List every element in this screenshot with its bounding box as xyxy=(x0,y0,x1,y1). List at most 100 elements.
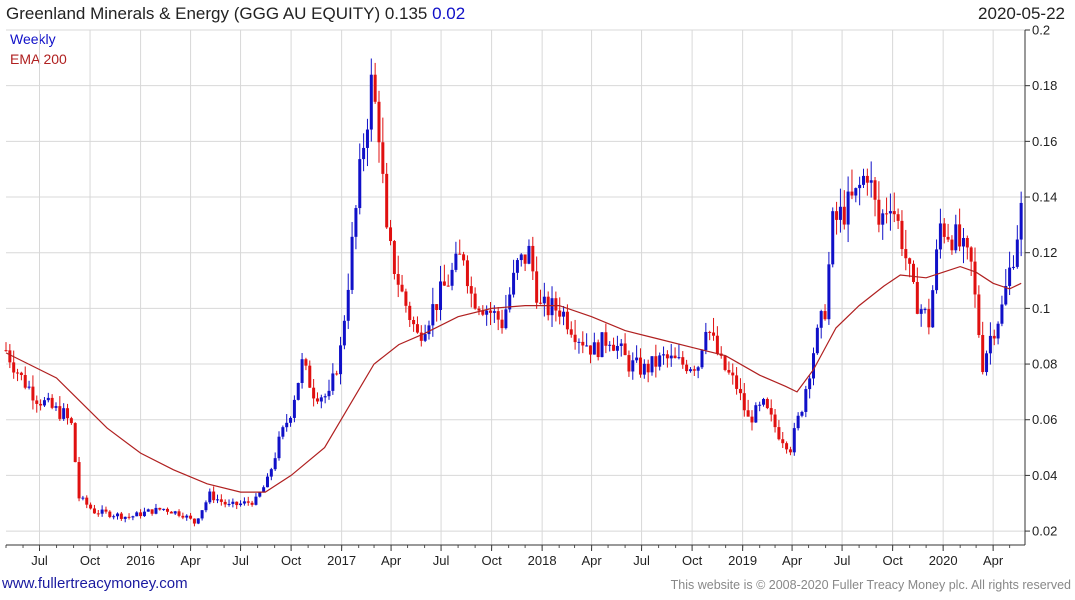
x-tick-label: Jul xyxy=(834,553,851,568)
candle-body xyxy=(285,422,289,428)
candle-body xyxy=(377,101,381,143)
candle-body xyxy=(973,261,977,295)
candle-body xyxy=(800,411,804,416)
candle-body xyxy=(508,294,512,310)
candle-body xyxy=(754,405,758,423)
candle-body xyxy=(665,354,669,359)
candle-body xyxy=(519,254,523,261)
candle-body xyxy=(765,398,769,409)
candle-body xyxy=(446,285,450,287)
candle-body xyxy=(481,310,485,315)
x-tick-label: 2019 xyxy=(728,553,757,568)
candle-body xyxy=(246,501,250,503)
candle-body xyxy=(327,390,331,397)
candle-body xyxy=(239,503,243,506)
candle-body xyxy=(900,220,904,250)
x-tick-label: Oct xyxy=(682,553,703,568)
website-link[interactable]: www.fullertreacymoney.com xyxy=(2,575,188,592)
candle-body xyxy=(704,331,708,351)
candle-body xyxy=(215,499,219,501)
candle-body xyxy=(427,325,431,335)
candle-body xyxy=(381,142,385,174)
candle-body xyxy=(827,264,831,320)
candle-body xyxy=(904,249,908,259)
candle-body xyxy=(362,147,366,160)
candle-body xyxy=(569,329,573,335)
candle-body xyxy=(296,382,300,400)
ema-200-line xyxy=(5,265,1022,493)
candle-body xyxy=(854,188,858,196)
x-tick-label: Oct xyxy=(481,553,502,568)
candle-body xyxy=(8,350,12,363)
candle-body xyxy=(750,416,754,423)
candle-body xyxy=(650,356,654,373)
candle-body xyxy=(42,400,46,406)
candle-body xyxy=(162,508,166,510)
candle-body xyxy=(708,331,712,333)
candle-body xyxy=(769,408,773,415)
candle-body xyxy=(350,236,354,290)
candle-body xyxy=(781,439,785,444)
candle-body xyxy=(12,362,16,373)
candle-body xyxy=(454,253,458,270)
copyright-notice: This website is © 2008-2020 Fuller Treac… xyxy=(670,578,1071,592)
candle-body xyxy=(23,375,27,388)
candle-body xyxy=(515,260,519,273)
candle-body xyxy=(619,343,623,346)
candle-body xyxy=(331,373,335,391)
candle-body xyxy=(273,458,277,470)
candle-body xyxy=(262,487,266,493)
candle-body xyxy=(812,353,816,379)
candle-body xyxy=(535,271,539,303)
candle-body xyxy=(408,305,412,321)
candle-body xyxy=(323,396,327,398)
candle-body xyxy=(942,223,946,237)
candle-body xyxy=(558,310,562,317)
y-tick-label: 0.02 xyxy=(1032,524,1057,539)
axes: 0.02 0.04 0.06 0.08 0.1 0.12 0.14 0.16 0.18 0.2 Ju… xyxy=(5,23,1057,568)
candle-body xyxy=(727,369,731,373)
candle-body xyxy=(631,360,635,372)
candle-body xyxy=(235,501,239,506)
candle-body xyxy=(865,175,869,183)
candle-body xyxy=(685,364,689,372)
candle-body xyxy=(581,341,585,346)
candle-body xyxy=(158,507,162,510)
candle-body xyxy=(688,369,692,372)
candle-body xyxy=(208,491,212,503)
candle-body xyxy=(369,74,373,130)
candle-body xyxy=(642,363,646,375)
candle-body xyxy=(500,319,504,329)
candle-body xyxy=(339,345,343,375)
candle-body xyxy=(819,311,823,328)
candle-body xyxy=(646,363,650,373)
candle-body xyxy=(219,499,223,502)
candle-body xyxy=(938,223,942,250)
x-tick-label: 2016 xyxy=(126,553,155,568)
candle-body xyxy=(365,129,369,148)
candle-body xyxy=(192,518,196,524)
candle-body xyxy=(565,311,569,330)
candle-body xyxy=(746,410,750,417)
candle-body xyxy=(81,497,85,499)
candle-body xyxy=(181,515,185,518)
candle-body xyxy=(242,501,246,504)
candle-body xyxy=(415,324,419,333)
candle-body xyxy=(742,393,746,411)
candle-body xyxy=(1004,285,1008,305)
legend-ema-200: EMA 200 xyxy=(10,51,67,67)
candle-body xyxy=(635,357,639,361)
candle-body xyxy=(319,397,323,402)
candle-body xyxy=(146,509,150,512)
x-tick-label: Apr xyxy=(180,553,201,568)
candle-body xyxy=(658,355,662,367)
candle-body xyxy=(119,513,123,519)
candle-body xyxy=(139,512,143,517)
candle-body xyxy=(31,386,35,401)
candle-body xyxy=(358,159,362,209)
candle-body xyxy=(200,510,204,519)
candle-body xyxy=(304,359,308,366)
candle-body xyxy=(112,516,116,518)
candle-body xyxy=(612,344,616,351)
candle-body xyxy=(412,320,416,325)
